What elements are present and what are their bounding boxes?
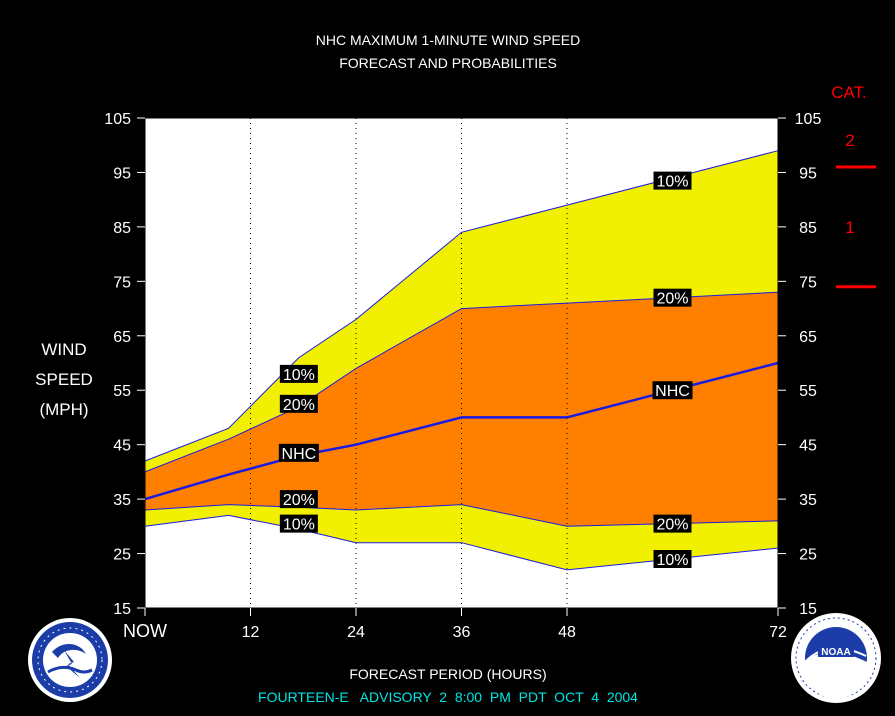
band-label: 20% [656,517,688,534]
band-label: NHC [282,446,317,463]
x-tick-label: 12 [242,624,260,641]
y-axis-left: 15 25 35 45 55 65 75 85 95 105 [104,111,145,618]
band-label-bg [279,490,318,509]
y-tick-label: 95 [113,165,131,182]
y-label-line2: SPEED [35,370,93,389]
band-label: 20% [656,291,688,308]
y-tick-label: 45 [799,438,817,455]
band-label: 10% [283,517,315,534]
y-tick-label: 45 [113,438,131,455]
nws-logo [28,618,112,702]
x-axis: NOW 12 24 36 48 72 [123,608,787,641]
x-axis-label: FORECAST PERIOD (HOURS) [349,666,546,682]
band-label: 10% [656,552,688,569]
category-label: 1 [845,218,854,237]
category-scale: 21 [836,131,876,289]
band-label: 20% [283,492,315,509]
noaa-logo: NOAA [791,613,881,703]
band-label: 10% [656,174,688,191]
band-label-bg [653,550,692,568]
x-tick-label: 48 [558,624,576,641]
x-tick-label: 72 [769,624,787,641]
y-tick-label: 65 [113,329,131,346]
band-label: 10% [283,367,315,384]
y-tick-label: 15 [799,601,817,618]
y-tick-label: 55 [113,383,131,400]
advisory-text: FOURTEEN-E ADVISORY 2 8:00 PM PDT OCT 4 … [258,689,638,705]
band-label-bg [653,288,692,307]
y-tick-label: 75 [113,274,131,291]
y-tick-label: 55 [799,383,817,400]
y-tick-label: 105 [104,111,131,128]
x-tick-label: NOW [123,621,167,641]
band-label-bg [653,171,692,190]
band-label: 20% [283,397,315,414]
x-tick-label: 36 [453,624,471,641]
gridlines [250,118,568,608]
y-tick-label: 35 [799,492,817,509]
category-label: 2 [845,131,854,150]
y-tick-label: 65 [799,329,817,346]
y-label-line3: (MPH) [39,400,88,419]
y-tick-label: 85 [113,220,131,237]
x-tick-label: 24 [347,624,365,641]
band-label-bg [652,381,693,400]
band-label: NHC [655,383,690,400]
band-label-bg [278,443,319,462]
y-tick-label: 95 [799,165,817,182]
band-labels: 10% 20% NHC 20% 10% 10% 20% NHC 20% 10% [278,171,693,569]
band-label-bg [279,364,318,383]
band-20-percent [145,292,778,527]
band-label-bg [279,514,318,533]
svg-text:NOAA: NOAA [821,647,850,658]
category-header: CAT. [831,83,867,102]
band-label-bg [653,514,692,533]
y-label-line1: WIND [41,340,86,359]
y-tick-label: 85 [799,220,817,237]
chart-title-line2: FORECAST AND PROBABILITIES [339,55,557,71]
y-tick-label: 25 [113,547,131,564]
y-tick-label: 105 [795,111,822,128]
y-tick-label: 15 [113,601,131,618]
chart-title-line1: NHC MAXIMUM 1-MINUTE WIND SPEED [316,32,580,48]
y-tick-label: 35 [113,492,131,509]
band-label-bg [279,394,318,413]
y-tick-label: 75 [799,274,817,291]
y-tick-label: 25 [799,547,817,564]
y-axis-right: 15 25 35 45 55 65 75 85 95 105 [778,111,821,618]
